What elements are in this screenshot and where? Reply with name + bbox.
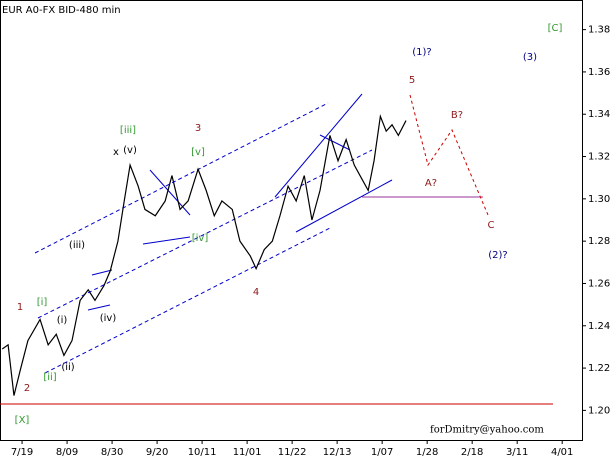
price-line xyxy=(1,114,407,396)
wave-label: (2)? xyxy=(488,250,507,261)
trend-line xyxy=(274,93,363,198)
x-tick-label: 10/11 xyxy=(188,447,217,458)
y-tick-label: 1.24 xyxy=(588,321,610,332)
wave-label: x xyxy=(113,147,119,158)
y-tick-label: 1.38 xyxy=(588,25,610,36)
wave-label: [i] xyxy=(37,297,48,308)
y-tick-label: 1.28 xyxy=(588,236,610,247)
plot-frame xyxy=(0,0,583,441)
chart-title: EUR A0-FX BID-480 min xyxy=(2,5,121,16)
x-tick-label: 12/13 xyxy=(323,447,352,458)
y-tick-label: 1.30 xyxy=(588,194,610,205)
channel-line xyxy=(34,102,329,254)
x-tick-label: 8/30 xyxy=(101,447,123,458)
x-tick-label: 1/28 xyxy=(416,447,438,458)
wave-label: B? xyxy=(451,110,463,121)
channel-line xyxy=(44,227,331,374)
y-tick-label: 1.26 xyxy=(588,278,610,289)
wave-label: 2 xyxy=(24,383,30,394)
trend-line xyxy=(87,304,111,311)
channel-line xyxy=(37,149,373,319)
wave-label: (1)? xyxy=(412,47,431,58)
forecast-path xyxy=(409,94,489,216)
wave-label: [iii] xyxy=(120,125,136,136)
x-tick-label: 2/18 xyxy=(461,447,483,458)
y-tick-label: 1.20 xyxy=(588,405,610,416)
y-tick-label: 1.22 xyxy=(588,363,610,374)
wave-label: 4 xyxy=(253,287,259,298)
wave-label: (iv) xyxy=(100,313,117,324)
wave-label: (i) xyxy=(57,315,68,326)
y-tick-label: 1.32 xyxy=(588,152,610,163)
x-tick-label: 11/22 xyxy=(278,447,307,458)
wave-label: [ii] xyxy=(43,372,56,383)
wave-label: [C] xyxy=(548,23,563,34)
wave-label: (iii) xyxy=(69,240,85,251)
x-tick-label: 3/11 xyxy=(506,447,528,458)
watermark: forDmitry@yahoo.com xyxy=(430,425,544,436)
wave-label: 5 xyxy=(409,75,415,86)
x-tick-label: 8/09 xyxy=(56,447,78,458)
trend-lines xyxy=(34,93,393,374)
wave-label: [iv] xyxy=(192,233,209,244)
trend-line xyxy=(295,179,393,233)
wave-label: (v) xyxy=(123,145,137,156)
x-tick-label: 1/07 xyxy=(371,447,393,458)
x-tick-label: 7/19 xyxy=(11,447,33,458)
trend-line xyxy=(142,236,191,245)
x-tick-label: 4/01 xyxy=(551,447,573,458)
wave-label: (ii) xyxy=(61,362,74,373)
wave-label: [v] xyxy=(191,147,205,158)
x-tick-label: 9/20 xyxy=(146,447,168,458)
trend-line xyxy=(319,134,351,151)
wave-label: (3) xyxy=(523,52,537,63)
wave-label: C xyxy=(488,220,495,231)
trend-line xyxy=(91,269,113,276)
x-tick-label: 11/01 xyxy=(233,447,262,458)
wave-label: A? xyxy=(425,178,437,189)
wave-label: 1 xyxy=(17,302,23,313)
trend-line xyxy=(149,169,191,216)
y-tick-label: 1.36 xyxy=(588,67,610,78)
y-tick-label: 1.34 xyxy=(588,109,610,120)
wave-label: 3 xyxy=(195,123,201,134)
wave-label: [X] xyxy=(15,415,30,426)
